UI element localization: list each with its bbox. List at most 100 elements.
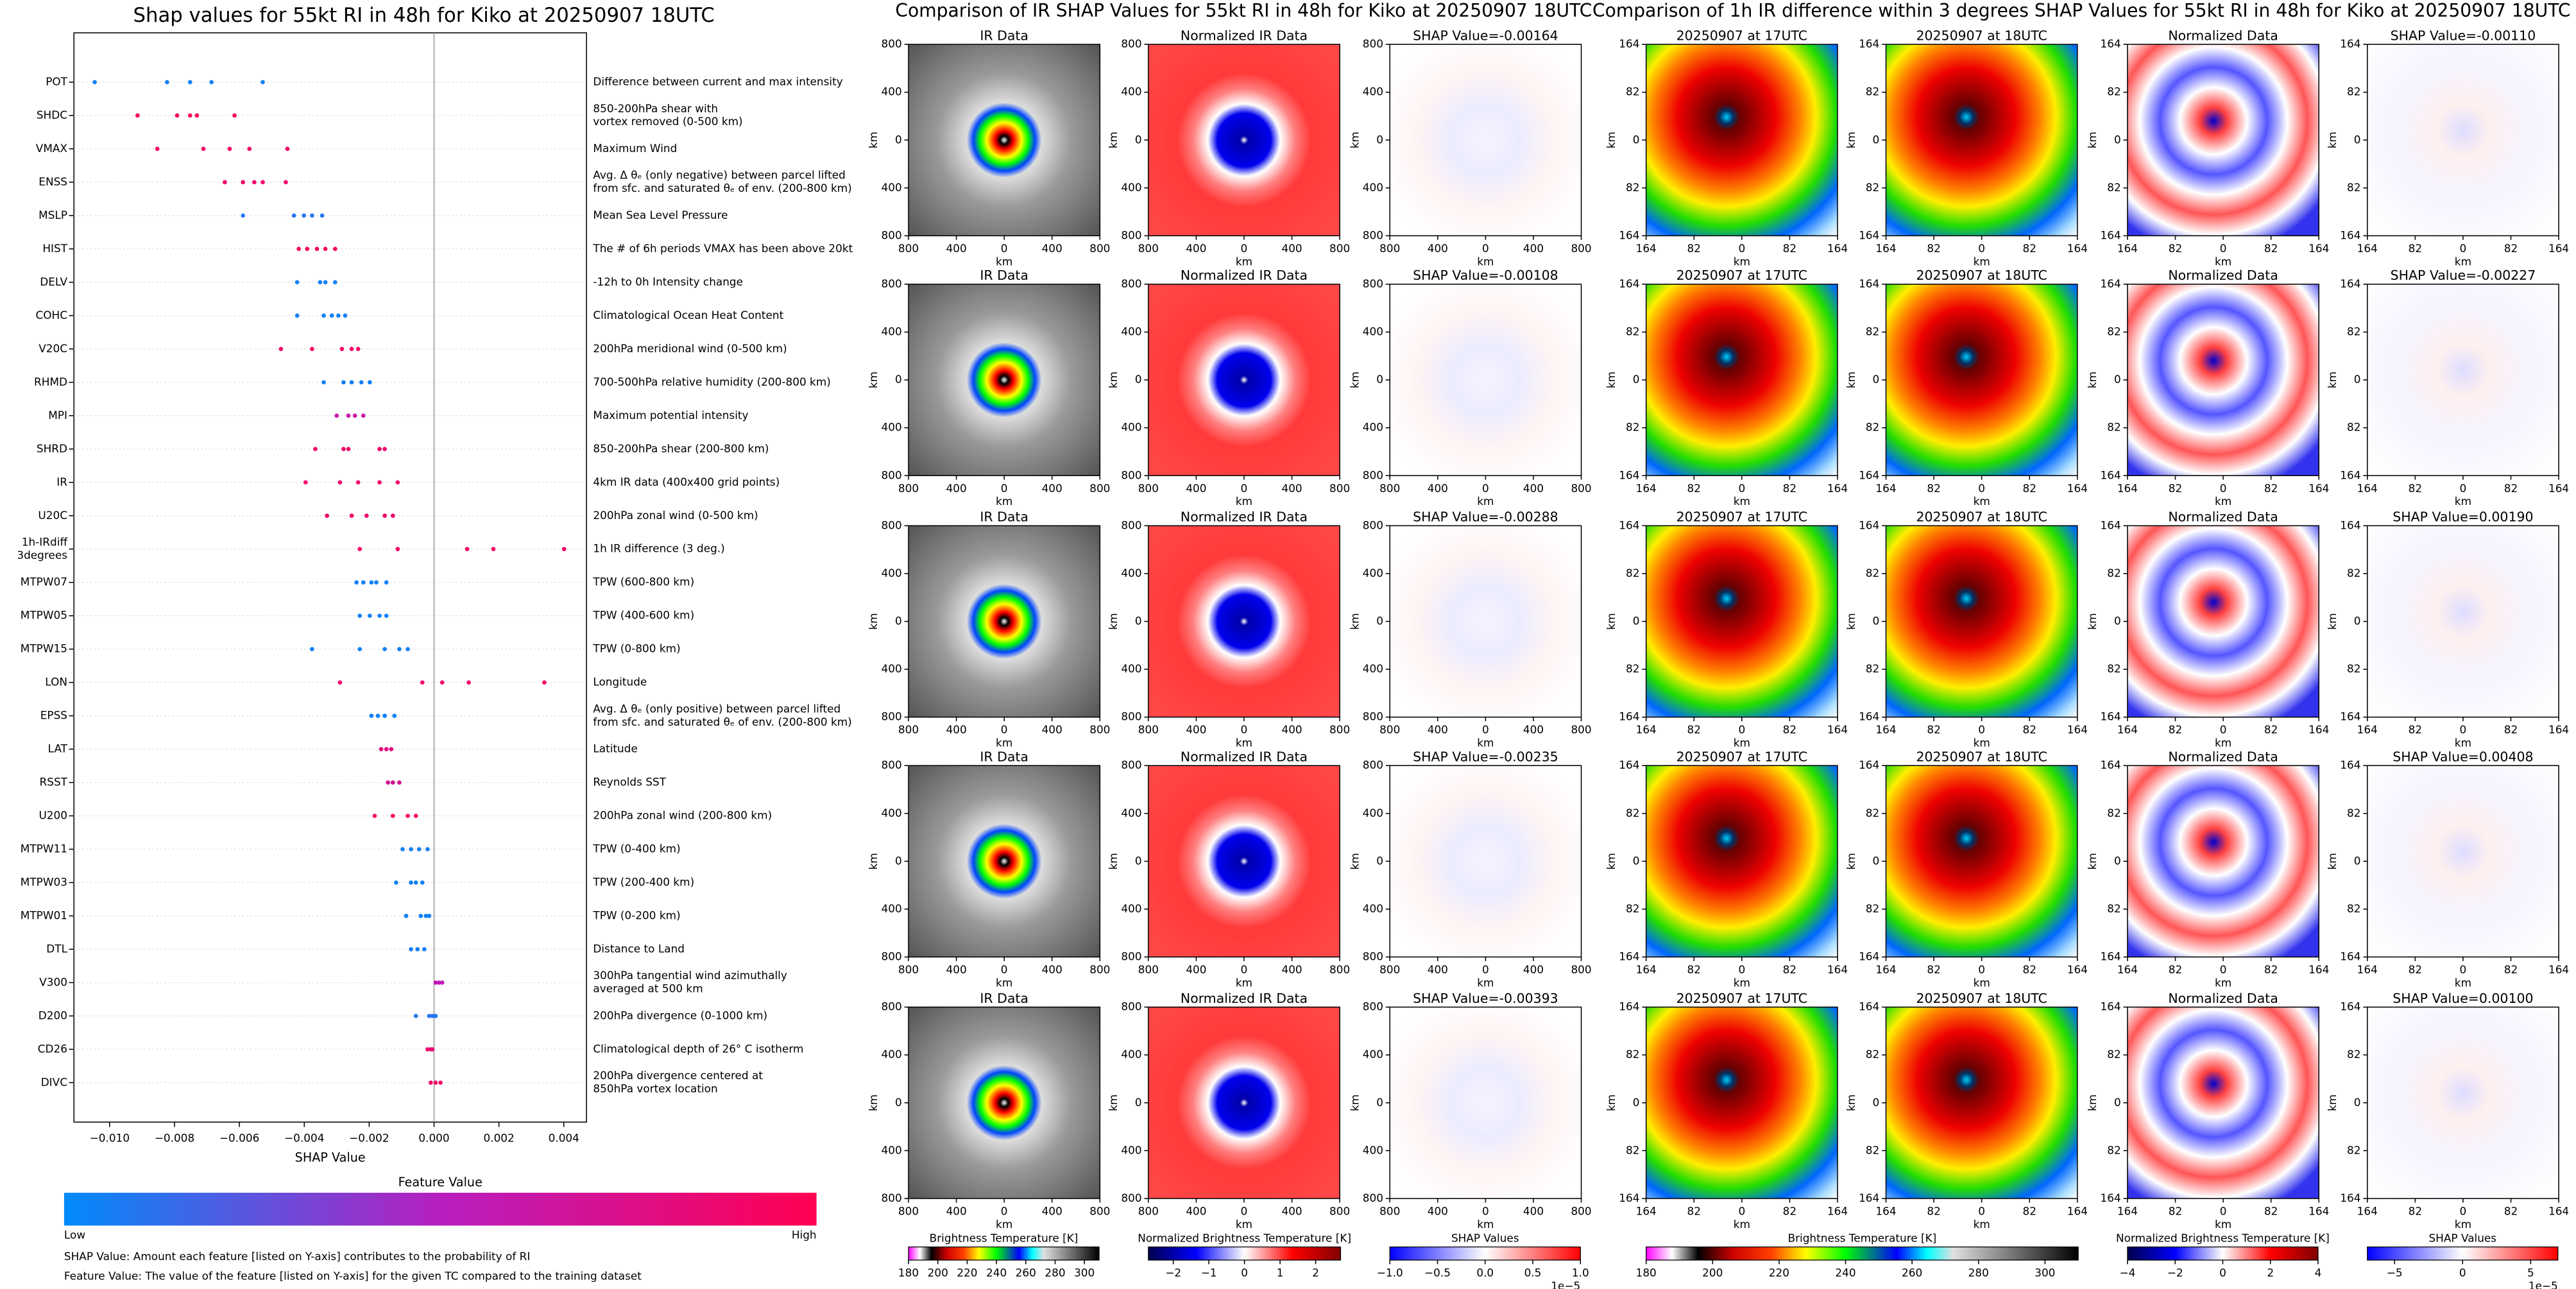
shap-point — [337, 480, 343, 485]
shap-point — [187, 113, 192, 118]
y-tick-label: 400 — [1363, 85, 1383, 98]
shap-point — [465, 547, 470, 552]
y-tick-label: 82 — [1866, 662, 1879, 675]
satellite-image — [1148, 44, 1340, 236]
x-tick-label: 0 — [2220, 723, 2227, 736]
x-axis-label: km — [1236, 737, 1252, 749]
x-tick-label: 82 — [1783, 1204, 1796, 1217]
x-tick-label: 164 — [1875, 723, 1896, 736]
x-tick-label: 164 — [1827, 242, 1848, 255]
x-tick-label: 164 — [2308, 723, 2329, 736]
x-tick-label: 82 — [2264, 482, 2278, 495]
colorbar-tick-label: 280 — [1045, 1266, 1065, 1279]
y-tick-label: 164 — [1619, 468, 1639, 481]
y-tick-label: 82 — [1866, 567, 1879, 579]
colorbar-tick-label: −2 — [1165, 1266, 1181, 1279]
x-tick-label: 82 — [2264, 723, 2278, 736]
y-tick-label: 0 — [1873, 1096, 1880, 1109]
colorbar-tick-label: 260 — [1016, 1266, 1036, 1279]
y-tick-label: 800 — [1363, 710, 1383, 723]
y-tick-label: 800 — [1121, 468, 1141, 481]
x-tick-label: 164 — [2117, 1204, 2138, 1217]
y-tick-label: 800 — [882, 710, 902, 723]
shap-point — [339, 346, 345, 352]
y-axis-label: km — [867, 853, 880, 869]
y-tick-label: 0 — [895, 373, 902, 386]
shap-point — [294, 280, 300, 285]
x-tick-label: 164 — [2117, 242, 2138, 255]
panel-title: Normalized IR Data — [1181, 991, 1308, 1006]
y-tick-label: 800 — [1121, 1191, 1141, 1204]
x-tick-label: 800 — [1571, 963, 1591, 976]
y-tick-label: 0 — [1873, 373, 1880, 386]
shap-point — [427, 1014, 432, 1018]
y-axis-label: km — [2086, 132, 2099, 148]
y-axis-label: km — [1348, 853, 1361, 869]
x-tick-label: 82 — [2169, 242, 2182, 255]
colorbar-tick-label: −4 — [2119, 1266, 2135, 1279]
feature-description: Climatological Ocean Heat Content — [593, 309, 783, 321]
feature-description: Maximum Wind — [593, 142, 677, 155]
shap-point — [420, 680, 425, 685]
x-tick-label: 0 — [1482, 482, 1489, 495]
x-axis-label: km — [996, 255, 1012, 268]
y-tick-label: 82 — [1626, 325, 1639, 338]
y-tick-label: 82 — [1626, 85, 1639, 98]
panel-title: SHAP Value=0.00100 — [2393, 991, 2533, 1006]
feature-description: Latitude — [593, 742, 637, 755]
y-tick-label: 82 — [2107, 902, 2120, 915]
group-title: Comparison of 1h IR difference within 3 … — [1592, 0, 2571, 21]
feature-label: CD26 — [38, 1042, 67, 1055]
y-tick-label: 400 — [882, 902, 902, 915]
colorbar-tick-label: 220 — [957, 1266, 977, 1279]
shap-point — [405, 814, 410, 818]
panel-title: Normalized Data — [2168, 509, 2278, 525]
y-tick-label: 800 — [882, 1191, 902, 1204]
shap-point — [420, 880, 425, 885]
x-tick-label: 164 — [1827, 723, 1848, 736]
y-tick-label: 164 — [2340, 758, 2360, 771]
feature-description: Avg. Δ θₑ (only positive) between parcel… — [593, 702, 840, 715]
x-tick-label: 800 — [1329, 482, 1350, 495]
x-tick-label: 82 — [2504, 1204, 2518, 1217]
y-tick-label: 400 — [1363, 1143, 1383, 1156]
feature-label: IR — [56, 475, 67, 488]
x-tick-label: 800 — [1089, 963, 1110, 976]
x-tick-label: 400 — [1042, 1204, 1062, 1217]
y-tick-label: 164 — [1859, 710, 1879, 723]
shap-point — [310, 213, 314, 218]
y-tick-label: 82 — [2107, 567, 2120, 579]
y-tick-label: 800 — [882, 1000, 902, 1013]
y-tick-label: 82 — [1866, 807, 1879, 819]
shap-point — [389, 747, 394, 751]
x-tick-label: 82 — [1927, 482, 1940, 495]
colorbar-label: Normalized Brightness Temperature [K] — [2116, 1232, 2330, 1245]
shap-point — [313, 447, 318, 452]
panel-title: SHAP Value=0.00408 — [2393, 749, 2533, 764]
feature-description: averaged at 500 km — [593, 982, 703, 995]
y-tick-label: 82 — [1866, 421, 1879, 434]
y-tick-label: 0 — [1376, 133, 1383, 146]
y-axis-label: km — [2326, 613, 2339, 629]
shap-point — [285, 146, 290, 151]
x-tick-label: 0 — [1241, 963, 1248, 976]
y-tick-label: 800 — [1363, 1000, 1383, 1013]
x-tick-label: 400 — [1281, 1204, 1302, 1217]
x-tick-label: 164 — [1636, 482, 1657, 495]
y-tick-label: 164 — [1619, 710, 1639, 723]
satellite-image — [1886, 525, 2077, 717]
x-tick-label: 0.004 — [549, 1131, 579, 1144]
y-tick-label: 400 — [882, 325, 902, 338]
x-axis-label: km — [996, 495, 1012, 508]
feature-label: COHC — [35, 309, 67, 321]
y-tick-label: 0 — [1376, 1096, 1383, 1109]
satellite-image — [1390, 1007, 1582, 1199]
shap-point — [318, 280, 323, 285]
y-tick-label: 82 — [2107, 1143, 2120, 1156]
y-tick-label: 400 — [1121, 1048, 1141, 1061]
x-tick-label: 400 — [1042, 963, 1062, 976]
x-tick-label: 800 — [1571, 1204, 1591, 1217]
shap-point — [357, 547, 363, 552]
x-tick-label: 82 — [1687, 482, 1701, 495]
y-tick-label: 800 — [1363, 950, 1383, 963]
